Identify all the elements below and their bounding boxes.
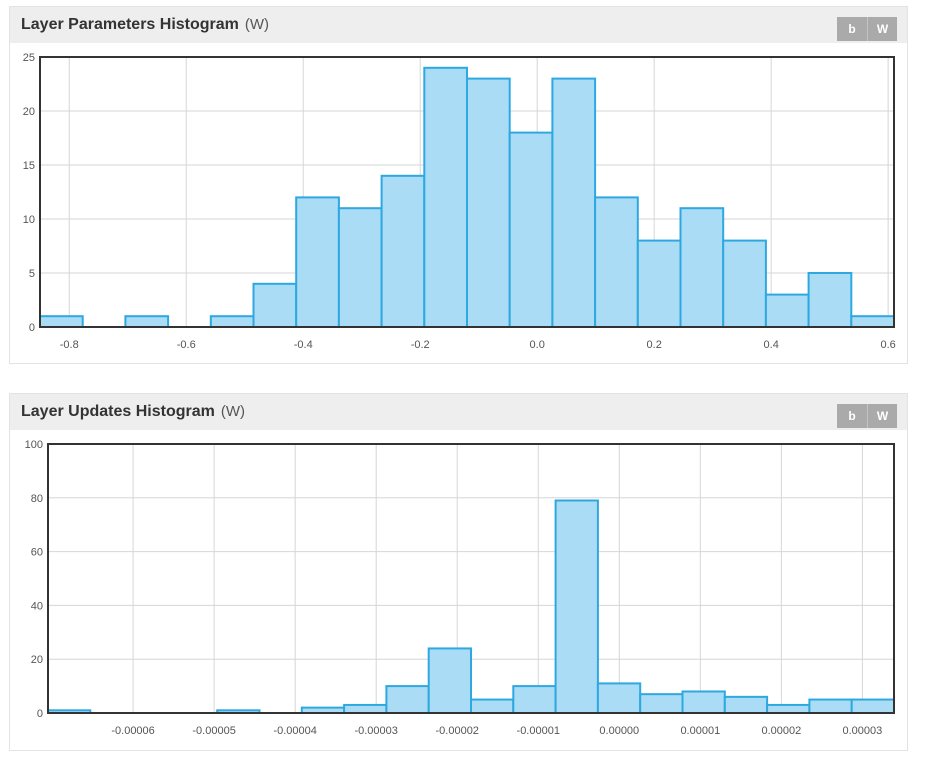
x-tick-label: 0.4	[764, 339, 779, 351]
parameters-histogram-chart: -0.8 -0.6 -0.4 -0.2 0.0 0.2 0.4 0.6 0 5 10 15 20 25	[23, 52, 896, 351]
histogram-bar	[385, 685, 430, 715]
histogram-bar	[554, 499, 599, 714]
histogram-bar	[380, 174, 426, 328]
x-tick-label: 0.00001	[680, 725, 720, 737]
x-tick-label: -0.00006	[111, 725, 154, 737]
histogram-bar	[679, 207, 725, 328]
histogram-bar	[594, 196, 639, 328]
histogram-bar	[427, 647, 473, 714]
histogram-bar	[639, 693, 684, 715]
y-tick-label: 0	[29, 322, 35, 334]
x-tick-label: 0.00000	[599, 725, 639, 737]
histogram-bar	[508, 131, 554, 328]
histogram-bar	[252, 282, 298, 329]
x-tick-label: -0.00005	[192, 725, 235, 737]
histogram-bar	[337, 207, 383, 328]
y-tick-label: 10	[23, 214, 35, 226]
panel-title: Layer Parameters Histogram (W)	[21, 16, 270, 33]
y-tick-label: 60	[31, 547, 43, 559]
x-tick-label: -0.00002	[436, 725, 479, 737]
panel-header: Layer Updates Histogram (W) b W	[10, 394, 907, 430]
histogram-bar	[124, 315, 170, 329]
histogram-bar	[681, 690, 726, 715]
histogram-bar	[722, 239, 767, 329]
y-tick-label: 5	[29, 268, 35, 280]
y-tick-label: 40	[31, 600, 43, 612]
x-tick-label: -0.2	[411, 339, 430, 351]
histogram-bar	[39, 315, 84, 329]
x-tick-label: 0.00003	[843, 725, 883, 737]
x-tick-label: -0.00001	[517, 725, 560, 737]
plot-frame	[39, 56, 895, 328]
updates-histogram-chart: -0.00006 -0.00005 -0.00004 -0.00003 -0.00002…	[25, 439, 896, 737]
histogram-bar	[551, 77, 597, 328]
histogram-bar	[343, 703, 388, 714]
y-tick-label: 80	[31, 493, 43, 505]
y-tick-label: 20	[23, 106, 35, 118]
histogram-bar	[766, 703, 811, 714]
histogram-bar	[209, 315, 255, 329]
panel-subtitle: (W)	[244, 16, 270, 33]
bias-toggle-button[interactable]: b	[837, 404, 867, 428]
histogram-bar	[423, 66, 468, 329]
histogram-bar	[764, 293, 810, 329]
histogram-bar	[466, 77, 511, 328]
x-tick-label: 0.0	[530, 339, 545, 351]
histogram-bar	[723, 695, 769, 714]
histogram-bar	[807, 272, 853, 328]
updates-histogram-panel: Layer Updates Histogram (W) b W -0.00006-…	[9, 393, 908, 751]
x-tick-label: -0.00003	[354, 725, 397, 737]
histogram-bar	[295, 196, 340, 328]
y-tick-label: 100	[25, 439, 43, 451]
parameters-histogram-panel: Layer Parameters Histogram (W) b W -0.8 -0…	[9, 6, 908, 364]
x-tick-label: 0.00002	[761, 725, 801, 737]
histogram-bar	[850, 698, 896, 714]
plot-frame	[47, 443, 895, 714]
y-tick-label: 15	[23, 160, 35, 172]
panel-subtitle: (W)	[220, 403, 245, 420]
histogram-bar	[850, 315, 895, 329]
x-tick-label: -0.8	[60, 339, 79, 351]
histogram-bar	[808, 698, 853, 714]
histogram-bar	[470, 698, 515, 714]
y-tick-label: 25	[23, 52, 35, 64]
layer-toggle-group: b W	[837, 404, 897, 428]
panel-header: Layer Parameters Histogram (W) b W	[10, 7, 907, 43]
weights-toggle-button[interactable]: W	[867, 17, 897, 41]
histogram-bar	[596, 682, 642, 715]
x-tick-label: -0.6	[177, 339, 196, 351]
x-tick-label: 0.2	[647, 339, 662, 351]
histogram-bar	[636, 239, 682, 329]
y-tick-label: 20	[31, 654, 43, 666]
x-tick-label: -0.00004	[273, 725, 316, 737]
histogram-bar	[512, 685, 557, 715]
bias-toggle-button[interactable]: b	[837, 17, 867, 41]
y-tick-label: 0	[37, 708, 43, 720]
panel-title: Layer Updates Histogram (W)	[21, 403, 245, 420]
weights-toggle-button[interactable]: W	[867, 404, 897, 428]
x-tick-label: 0.6	[881, 339, 896, 351]
layer-toggle-group: b W	[837, 17, 897, 41]
x-tick-label: -0.4	[294, 339, 313, 351]
